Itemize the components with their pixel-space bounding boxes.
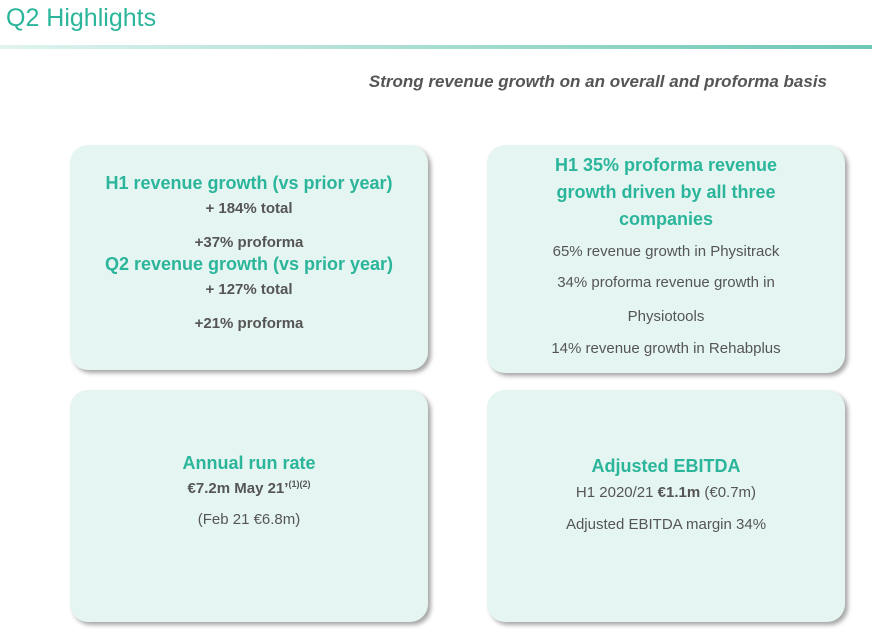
h1-proforma: +37% proforma bbox=[194, 234, 304, 251]
physiotools-label: Physiotools bbox=[627, 308, 705, 325]
run-rate-value: €7.2m May 21’ bbox=[187, 480, 289, 497]
run-rate-footnote: (1)(2) bbox=[288, 479, 311, 489]
physiotools-growth: 34% proforma revenue growth in bbox=[557, 274, 775, 291]
physitrack-growth: 65% revenue growth in Physitrack bbox=[552, 243, 780, 260]
page-subtitle: Strong revenue growth on an overall and … bbox=[368, 72, 827, 91]
ebitda-prior: (€0.7m) bbox=[700, 484, 757, 501]
q2-revenue-heading: Q2 revenue growth (vs prior year) bbox=[104, 254, 394, 274]
q2-total: + 127% total bbox=[205, 281, 293, 298]
run-rate-prior: (Feb 21 €6.8m) bbox=[197, 511, 301, 528]
h1-total: + 184% total bbox=[205, 200, 293, 217]
ebitda-margin: Adjusted EBITDA margin 34% bbox=[565, 516, 767, 533]
ebitda-value: €1.1m bbox=[657, 484, 701, 501]
q2-proforma: +21% proforma bbox=[194, 315, 304, 332]
ebitda-period: H1 2020/21 bbox=[575, 484, 658, 501]
proforma-growth-card: H1 35% proforma revenue growth driven by… bbox=[487, 145, 845, 373]
h1-revenue-heading: H1 revenue growth (vs prior year) bbox=[105, 173, 393, 193]
title-divider bbox=[0, 45, 872, 49]
ebitda-heading: Adjusted EBITDA bbox=[591, 456, 741, 476]
ebitda-card: Adjusted EBITDA H1 2020/21 €1.1m (€0.7m)… bbox=[487, 390, 845, 622]
run-rate-heading: Annual run rate bbox=[182, 453, 316, 473]
page-title: Q2 Highlights bbox=[6, 4, 157, 32]
proforma-heading: H1 35% proforma revenue growth driven by… bbox=[554, 155, 778, 229]
run-rate-card: Annual run rate €7.2m May 21’(1)(2) (Feb… bbox=[70, 390, 428, 622]
rehabplus-growth: 14% revenue growth in Rehabplus bbox=[551, 340, 781, 357]
revenue-growth-card: H1 revenue growth (vs prior year) + 184%… bbox=[70, 145, 428, 370]
